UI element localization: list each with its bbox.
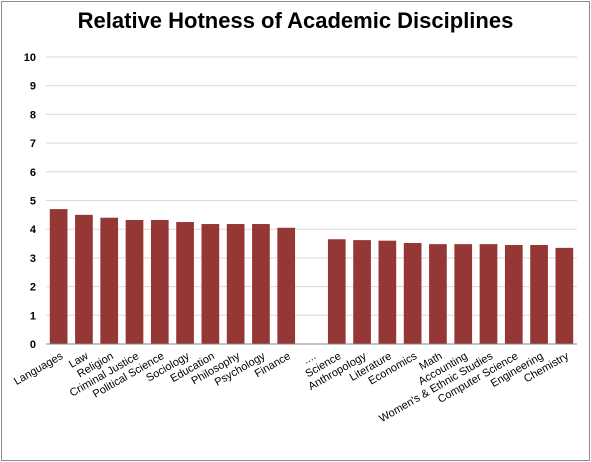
bar — [277, 227, 296, 344]
bar — [555, 247, 574, 344]
y-axis-tick-labels: 0 1 2 3 4 5 6 7 8 9 10 — [24, 52, 37, 351]
bar — [429, 244, 447, 344]
y-tick-label: 2 — [30, 282, 36, 294]
bar — [125, 220, 144, 344]
bar — [150, 220, 169, 344]
bar — [327, 239, 346, 344]
bar — [252, 224, 270, 344]
bar — [454, 244, 473, 344]
bar — [75, 214, 93, 344]
x-tick-label: .... — [301, 350, 318, 367]
bar — [530, 244, 548, 344]
bars — [49, 209, 574, 344]
y-tick-label: 5 — [30, 196, 36, 208]
y-tick-label: 1 — [30, 310, 36, 322]
bar — [100, 217, 119, 344]
y-tick-label: 6 — [30, 167, 36, 179]
y-tick-label: 10 — [24, 52, 36, 64]
y-tick-label: 0 — [30, 339, 36, 351]
bar — [403, 242, 422, 344]
chart-title: Relative Hotness of Academic Disciplines — [77, 8, 514, 33]
y-tick-label: 7 — [30, 138, 36, 150]
bar — [353, 240, 371, 344]
x-tick-label: Languages — [12, 350, 66, 388]
bar — [378, 240, 397, 344]
bar — [49, 209, 68, 344]
y-tick-label: 3 — [30, 253, 36, 265]
y-tick-label: 8 — [30, 109, 36, 121]
bar — [479, 244, 498, 344]
bar — [176, 222, 194, 344]
bar — [226, 224, 245, 344]
bar — [201, 224, 220, 344]
y-tick-label: 4 — [30, 224, 37, 236]
y-tick-label: 9 — [30, 81, 36, 93]
bar — [504, 244, 523, 344]
